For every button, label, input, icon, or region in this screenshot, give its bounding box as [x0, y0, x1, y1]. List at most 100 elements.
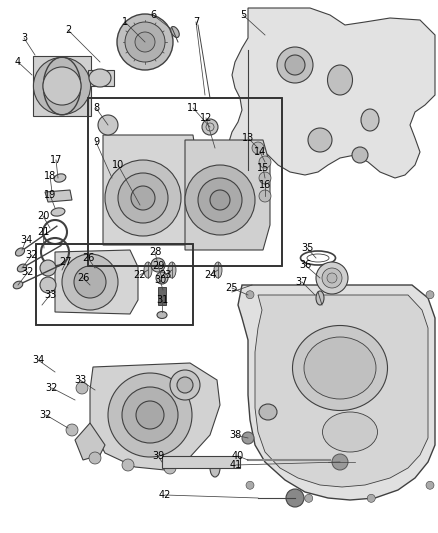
Text: 34: 34 [20, 235, 32, 245]
Circle shape [40, 260, 56, 276]
Polygon shape [90, 363, 220, 470]
Text: 3: 3 [21, 33, 27, 43]
Text: 32: 32 [26, 250, 38, 260]
Text: 17: 17 [50, 155, 62, 165]
Circle shape [285, 55, 305, 75]
Circle shape [135, 32, 155, 52]
Circle shape [74, 266, 106, 298]
Text: 24: 24 [204, 270, 216, 280]
Polygon shape [162, 456, 240, 468]
Circle shape [277, 47, 313, 83]
Circle shape [62, 254, 118, 310]
Polygon shape [238, 285, 435, 500]
Text: 9: 9 [93, 137, 99, 147]
Text: 14: 14 [254, 147, 266, 157]
Text: 15: 15 [257, 163, 269, 173]
Circle shape [98, 115, 118, 135]
Bar [33, 56, 91, 116]
Ellipse shape [328, 65, 353, 95]
Text: 21: 21 [37, 227, 49, 237]
Text: 37: 37 [296, 277, 308, 287]
Circle shape [259, 190, 271, 202]
Ellipse shape [54, 174, 66, 182]
Ellipse shape [210, 459, 220, 477]
Text: 6: 6 [150, 10, 156, 20]
Text: 39: 39 [152, 451, 164, 461]
Text: 32: 32 [22, 267, 34, 277]
Circle shape [164, 462, 176, 474]
Circle shape [252, 142, 264, 154]
Polygon shape [55, 250, 138, 314]
Text: 26: 26 [82, 253, 94, 263]
Ellipse shape [171, 27, 179, 37]
Circle shape [105, 160, 181, 236]
Text: 35: 35 [301, 243, 313, 253]
Polygon shape [45, 190, 72, 202]
Polygon shape [75, 423, 105, 460]
Text: 28: 28 [149, 247, 161, 257]
Circle shape [125, 22, 165, 62]
Text: 20: 20 [37, 211, 49, 221]
Circle shape [43, 67, 81, 105]
Circle shape [117, 14, 173, 70]
Circle shape [210, 190, 230, 210]
Text: 16: 16 [259, 180, 271, 190]
Text: 41: 41 [230, 460, 242, 470]
Text: 22: 22 [134, 270, 146, 280]
Circle shape [286, 489, 304, 507]
Ellipse shape [168, 262, 176, 278]
Ellipse shape [49, 62, 75, 110]
Text: 33: 33 [74, 375, 86, 385]
Circle shape [118, 173, 168, 223]
Circle shape [426, 290, 434, 298]
Ellipse shape [18, 264, 27, 272]
Text: 27: 27 [60, 257, 72, 267]
Bar [88, 98, 282, 266]
Circle shape [426, 481, 434, 489]
Circle shape [177, 377, 193, 393]
Circle shape [122, 459, 134, 471]
Bar [36, 244, 193, 325]
Circle shape [40, 277, 56, 293]
Bar [158, 287, 166, 305]
Circle shape [33, 58, 91, 115]
Text: 18: 18 [44, 171, 56, 181]
Circle shape [308, 128, 332, 152]
Circle shape [242, 432, 254, 444]
Text: 30: 30 [154, 275, 166, 285]
Circle shape [259, 172, 271, 184]
Ellipse shape [293, 326, 388, 410]
Bar [88, 70, 114, 86]
Circle shape [327, 273, 337, 283]
Text: 10: 10 [112, 160, 124, 170]
Text: 5: 5 [240, 10, 246, 20]
Circle shape [305, 494, 313, 502]
Text: 42: 42 [159, 490, 171, 500]
Text: 23: 23 [159, 270, 171, 280]
Text: 1: 1 [122, 17, 128, 27]
Text: 29: 29 [152, 261, 164, 271]
Ellipse shape [13, 281, 23, 289]
Circle shape [108, 373, 192, 457]
Circle shape [122, 387, 178, 443]
Circle shape [316, 262, 348, 294]
Polygon shape [103, 135, 201, 245]
Circle shape [156, 272, 168, 284]
Circle shape [131, 186, 155, 210]
Text: 25: 25 [226, 283, 238, 293]
Circle shape [322, 268, 342, 288]
Circle shape [89, 452, 101, 464]
Polygon shape [228, 8, 435, 178]
Text: 11: 11 [187, 103, 199, 113]
Text: 33: 33 [44, 290, 56, 300]
Ellipse shape [157, 311, 167, 319]
Ellipse shape [316, 291, 324, 305]
Text: 2: 2 [65, 25, 71, 35]
Circle shape [136, 401, 164, 429]
Text: 19: 19 [44, 190, 56, 200]
Text: 32: 32 [40, 410, 52, 420]
Text: 12: 12 [200, 113, 212, 123]
Ellipse shape [144, 262, 152, 278]
Circle shape [202, 119, 218, 135]
Ellipse shape [15, 248, 25, 256]
